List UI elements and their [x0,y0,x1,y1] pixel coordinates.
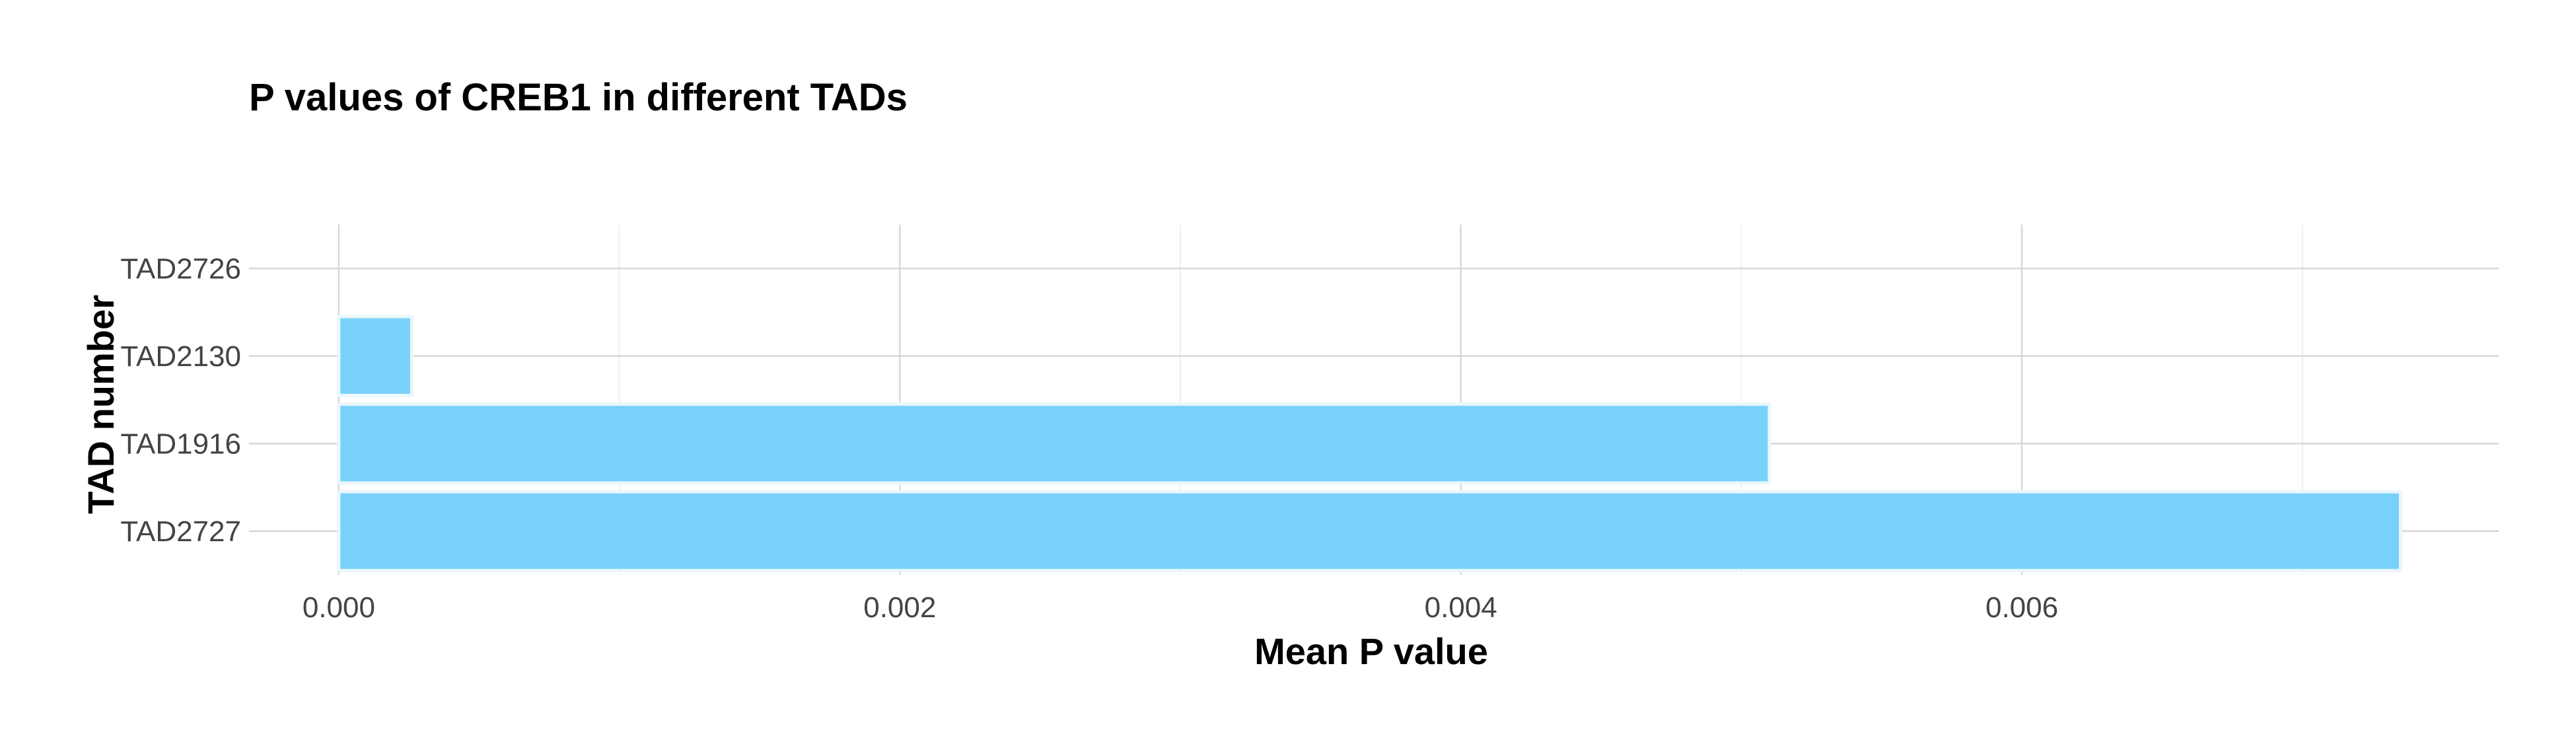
y-axis-title: TAD number [80,295,122,514]
y-tick-label: TAD2726 [120,252,241,285]
x-axis-tick-labels: 0.000 0.002 0.004 0.006 [303,591,2058,624]
bar-tad1916 [337,402,1771,485]
chart-title: P values of CREB1 in different TADs [249,76,908,119]
x-axis-title: Mean P value [1254,630,1488,672]
x-tick-label: 0.006 [1986,591,2058,624]
y-axis-tick-labels: TAD2727 TAD1916 TAD2130 TAD2726 [120,252,241,548]
x-tick-label: 0.004 [1425,591,1497,624]
x-tick-label: 0.002 [863,591,936,624]
y-tick-label: TAD2130 [120,340,241,373]
bar-tad2130 [337,315,413,397]
y-tick-label: TAD1916 [120,428,241,460]
x-tick-label: 0.000 [303,591,375,624]
bar-tad2727 [337,490,2402,572]
bars [337,315,2402,572]
y-tick-label: TAD2727 [120,515,241,548]
